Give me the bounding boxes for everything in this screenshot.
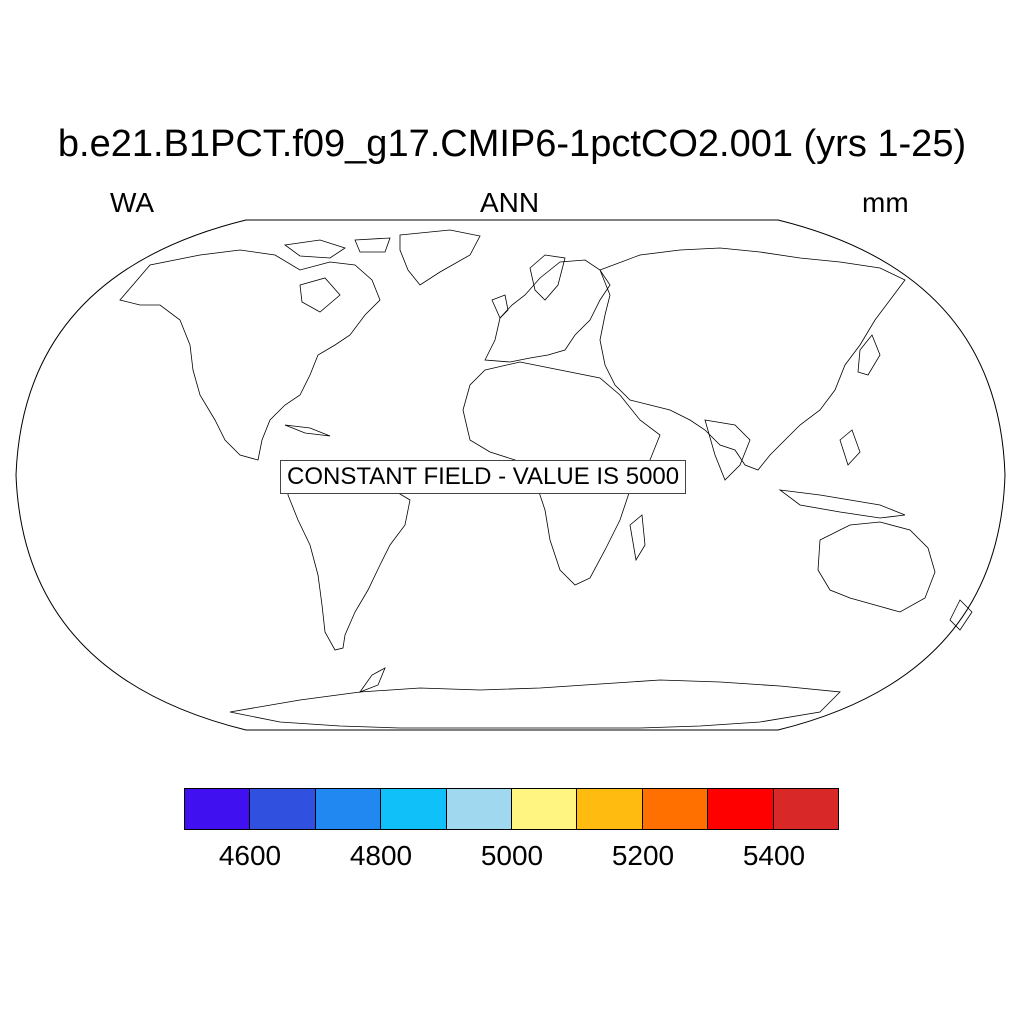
coast-north-america <box>119 249 381 461</box>
colorbar-tick-label: 5400 <box>742 840 806 871</box>
colorbar-tick-label: 4600 <box>218 840 282 871</box>
colorbar-swatch-4 <box>381 789 447 829</box>
coast-japan <box>857 334 881 376</box>
coast-madagascar <box>629 514 646 562</box>
colorbar-swatch-8 <box>642 789 709 829</box>
colorbar-tick-label: 4800 <box>349 840 413 871</box>
coast-cuba <box>284 424 331 437</box>
coast-india <box>704 419 751 481</box>
colorbar-swatch-6 <box>512 789 578 829</box>
coast-africa <box>462 361 661 586</box>
colorbar <box>184 788 839 830</box>
colorbar-swatch-2 <box>250 789 316 829</box>
plot-title: b.e21.B1PCT.f09_g17.CMIP6-1pctCO2.001 (y… <box>57 123 967 165</box>
coastlines <box>119 229 973 729</box>
map-boundary <box>15 219 1006 731</box>
coast-scandinavia <box>529 254 566 301</box>
coast-greenland <box>399 229 481 286</box>
colorbar-tick-label: 5200 <box>611 840 675 871</box>
colorbar-swatch-1 <box>185 789 251 829</box>
coast-europe <box>484 259 611 363</box>
units-label: mm <box>862 187 909 218</box>
coast-antarctic-peninsula <box>358 667 386 693</box>
coast-indonesia <box>778 489 906 519</box>
coast-arctic-islands <box>283 237 391 259</box>
coast-british-isles <box>491 294 509 319</box>
coast-australia <box>817 521 936 613</box>
colorbar-swatch-3 <box>315 789 382 829</box>
coast-asia <box>599 247 906 471</box>
colorbar-swatch-10 <box>773 789 839 829</box>
colorbar-swatch-9 <box>708 789 774 829</box>
coast-hudson-bay <box>299 277 341 313</box>
coast-philippines <box>839 429 861 466</box>
colorbar-swatch-5 <box>446 789 513 829</box>
constant-field-message: CONSTANT FIELD - VALUE IS 5000 <box>280 460 687 494</box>
season-label: ANN <box>480 187 540 218</box>
coast-new-zealand <box>949 599 973 631</box>
colorbar-swatch-7 <box>577 789 643 829</box>
colorbar-tick-label: 5000 <box>480 840 544 871</box>
coast-antarctica <box>229 679 841 729</box>
variable-label: WA <box>110 187 155 218</box>
